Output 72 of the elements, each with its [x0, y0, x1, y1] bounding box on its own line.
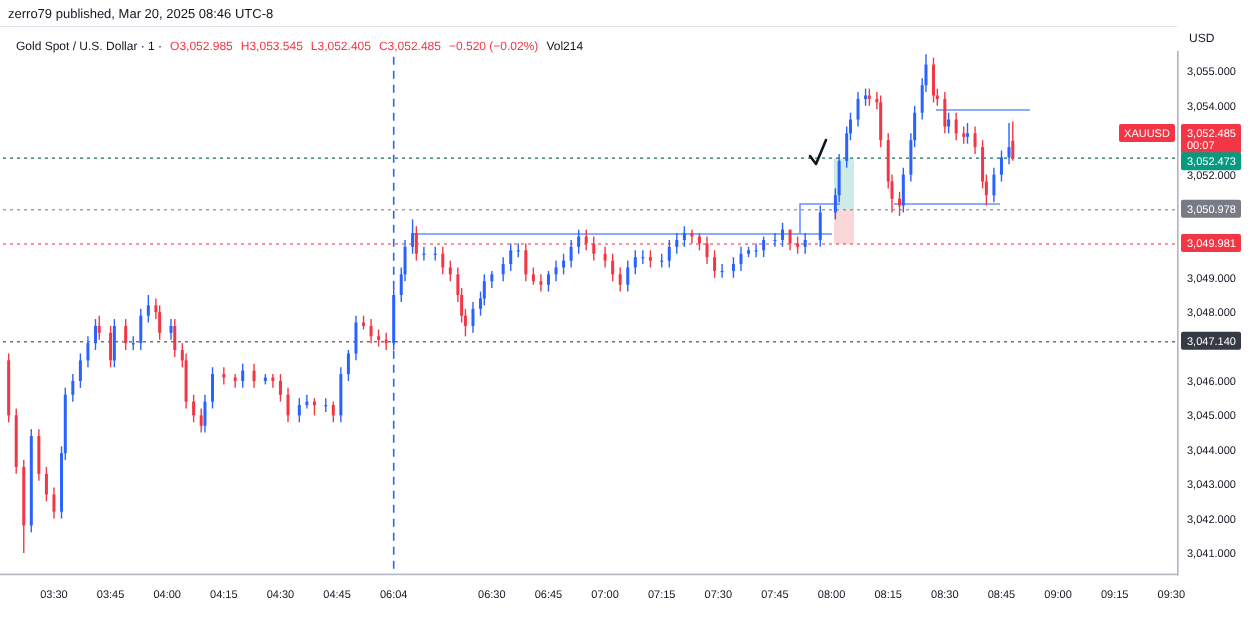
candlestick [618, 266, 622, 293]
candlestick [739, 246, 743, 272]
candlestick [252, 363, 256, 389]
candlestick [278, 373, 282, 403]
candlestick [818, 204, 822, 248]
candlestick [611, 253, 615, 282]
candlestick [932, 56, 936, 104]
candlestick [158, 304, 162, 341]
candlestick [369, 318, 373, 344]
candlestick [411, 218, 415, 255]
candlestick [305, 394, 309, 410]
candlestick [943, 91, 947, 135]
candlestick [199, 407, 203, 434]
candlestick [146, 294, 150, 324]
candlestick [124, 318, 128, 351]
candlestick [879, 94, 883, 148]
candlestick [762, 235, 766, 258]
candlestick [112, 318, 116, 368]
candlestick [856, 91, 860, 128]
candlestick [633, 249, 637, 276]
candlestick [93, 318, 97, 351]
candlestick [52, 486, 56, 520]
candlestick [192, 394, 196, 423]
candlestick [973, 125, 977, 155]
candlestick [569, 239, 573, 269]
candlestick [222, 366, 226, 386]
candlestick [44, 466, 48, 503]
candlestick [86, 335, 90, 368]
candlestick [203, 394, 207, 434]
candlestick [509, 242, 513, 272]
candlestick [173, 318, 177, 358]
candlestick [78, 352, 82, 389]
candlestick [682, 225, 686, 248]
candlestick [211, 366, 215, 410]
candlestick [501, 256, 505, 282]
candlestick [954, 112, 958, 141]
candlestick [448, 259, 452, 282]
candlestick [271, 373, 275, 389]
candlestick [233, 373, 237, 389]
candlestick [898, 191, 902, 217]
candlestick [675, 232, 679, 255]
candlestick [286, 387, 290, 423]
candlestick [384, 332, 388, 351]
candlestick [169, 318, 173, 341]
candlestick [71, 373, 75, 403]
candlestick [354, 314, 358, 362]
candlestick [139, 308, 143, 351]
candlestick [1011, 120, 1015, 162]
candlestick [626, 259, 630, 293]
candlestick [731, 256, 735, 279]
candlestick [901, 167, 905, 214]
candlestick [441, 246, 445, 276]
candlestick [539, 273, 543, 293]
candlestick [992, 167, 996, 203]
candlestick [577, 228, 581, 255]
candlestick [109, 325, 113, 368]
candlestick [999, 149, 1003, 183]
candlestick [331, 400, 335, 423]
candlestick [346, 349, 350, 382]
candlestick [667, 239, 671, 269]
candlestick [339, 366, 343, 423]
candlestick [554, 259, 558, 282]
candlestick [297, 397, 301, 423]
candlestick [713, 249, 717, 279]
candlestick [97, 314, 101, 341]
candlestick [37, 428, 41, 482]
candlestick [471, 301, 475, 334]
candlestick [781, 222, 785, 248]
candlestick [803, 232, 807, 255]
candlestick [546, 270, 550, 293]
candlestick [241, 363, 245, 389]
candlestick [1007, 122, 1011, 165]
